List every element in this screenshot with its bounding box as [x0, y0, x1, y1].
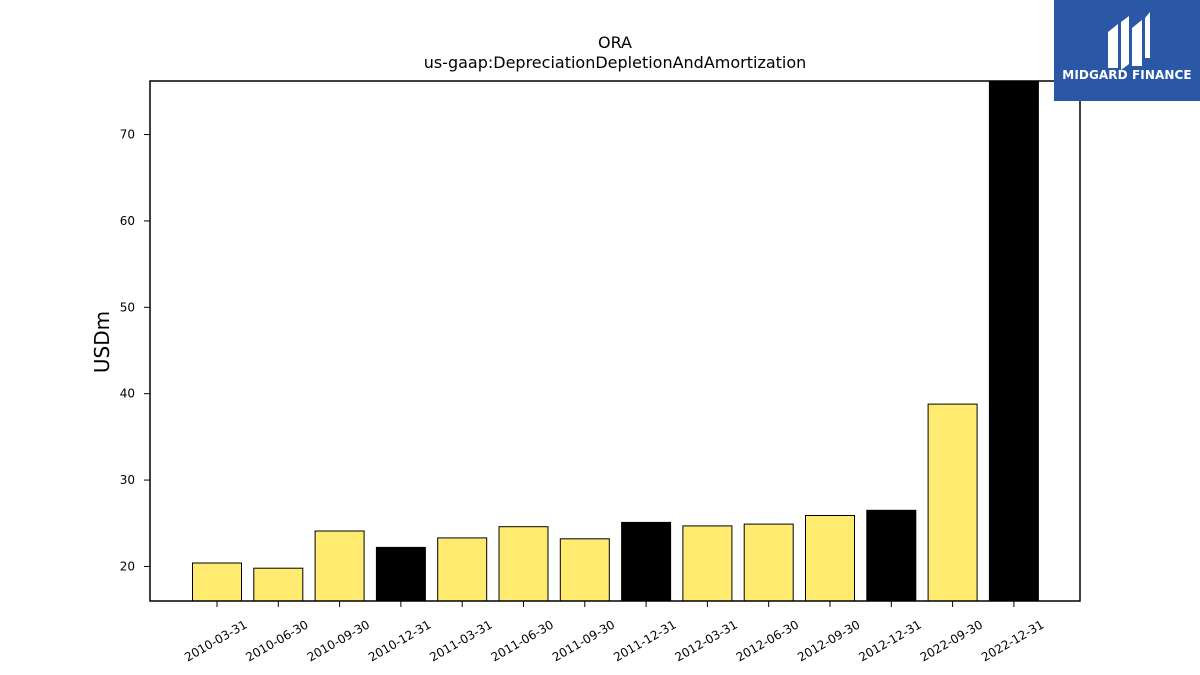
x-ticks-group: 2010-03-312010-06-302010-09-302010-12-31… — [182, 601, 1046, 664]
x-tick-label: 2010-12-31 — [366, 617, 433, 664]
bar-2022-09-30 — [927, 403, 978, 602]
x-tick-label: 2010-03-31 — [182, 617, 249, 664]
y-tick-label: 30 — [120, 473, 135, 487]
y-tick-label: 40 — [120, 387, 135, 401]
bar-2010-12-31 — [375, 546, 426, 602]
y-tick-label: 50 — [120, 300, 135, 314]
bar-2011-12-31 — [621, 521, 672, 602]
bar-2012-09-30 — [805, 515, 855, 602]
x-tick-label: 2011-12-31 — [611, 617, 678, 664]
bar-2010-06-30 — [253, 567, 304, 602]
y-tick-label: 20 — [120, 559, 135, 573]
bar-2012-06-30 — [743, 523, 794, 602]
bar-2012-03-31 — [682, 525, 733, 602]
x-tick-label: 2011-03-31 — [427, 617, 494, 664]
bar-2012-12-31 — [866, 509, 917, 602]
x-tick-label: 2022-09-30 — [918, 617, 985, 664]
chart-subtitle: us-gaap:DepreciationDepletionAndAmortiza… — [424, 53, 807, 72]
x-tick-label: 2012-03-31 — [672, 617, 739, 664]
x-tick-label: 2012-09-30 — [795, 617, 862, 664]
x-tick-label: 2012-06-30 — [734, 617, 801, 664]
logo-mark-icon — [1108, 12, 1150, 70]
bar-2022-12-31 — [988, 80, 1039, 602]
y-tick-label: 70 — [120, 128, 135, 142]
x-tick-label: 2022-12-31 — [979, 617, 1046, 664]
bar-2011-06-30 — [498, 526, 549, 602]
y-axis-label: USDm — [90, 311, 114, 373]
x-tick-label: 2010-09-30 — [305, 617, 372, 664]
logo-text: MIDGARD FINANCE — [1062, 68, 1192, 82]
bars-group — [192, 80, 1039, 602]
bar-2010-09-30 — [314, 530, 365, 602]
x-tick-label: 2011-06-30 — [489, 617, 556, 664]
bar-2011-03-31 — [437, 537, 488, 602]
x-tick-label: 2011-09-30 — [550, 617, 617, 664]
x-tick-label: 2012-12-31 — [856, 617, 923, 664]
bar-2010-03-31 — [192, 562, 242, 602]
brand-logo: MIDGARD FINANCE — [1054, 0, 1200, 101]
plot-frame — [149, 80, 1081, 602]
x-tick-label: 2010-06-30 — [243, 617, 310, 664]
y-ticks-group: 20 30 40 50 60 70 — [120, 128, 150, 573]
y-tick-label: 60 — [120, 214, 135, 228]
chart-title: ORA — [598, 33, 632, 52]
bar-2011-09-30 — [559, 538, 610, 602]
